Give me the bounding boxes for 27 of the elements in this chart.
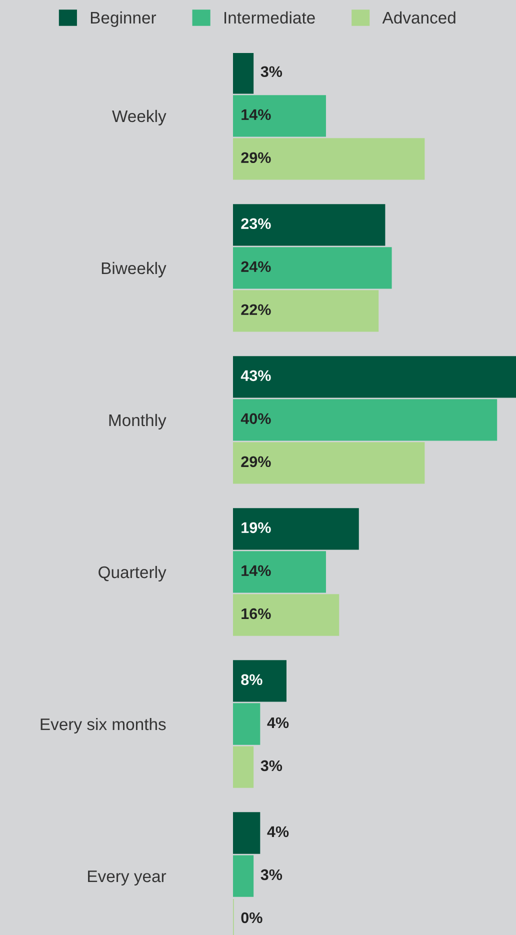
data-label: 19% [242, 522, 271, 534]
data-label: 14% [242, 109, 271, 120]
data-label: 14% [242, 565, 271, 576]
data-label: 23% [241, 218, 271, 230]
data-label: 29% [241, 456, 271, 468]
data-label: 4% [267, 717, 289, 728]
data-label: 24% [241, 261, 271, 272]
y-tick-label: Quarterly [98, 566, 166, 582]
data-label: 22% [241, 304, 271, 316]
y-tick-label: Every year [88, 870, 166, 886]
data-label: 29% [241, 152, 271, 164]
legend-label: Intermediate [224, 11, 315, 24]
y-tick-label: Monthly [109, 414, 166, 430]
data-label: 3% [260, 869, 282, 880]
legend-label: Beginner [90, 11, 156, 27]
legend-label: Advanced [382, 11, 456, 24]
data-label: 0% [241, 912, 262, 924]
y-tick-label: Biweekly [102, 262, 166, 278]
data-label: 40% [240, 413, 271, 424]
data-label: 3% [260, 66, 282, 78]
y-tick-label: Weekly [112, 110, 166, 126]
y-tick-label: Every six months [40, 718, 166, 734]
data-label: 43% [240, 370, 271, 382]
data-label: 4% [267, 826, 289, 838]
data-label: 8% [241, 674, 262, 686]
data-label: 3% [260, 760, 282, 772]
data-label: 16% [242, 608, 271, 620]
